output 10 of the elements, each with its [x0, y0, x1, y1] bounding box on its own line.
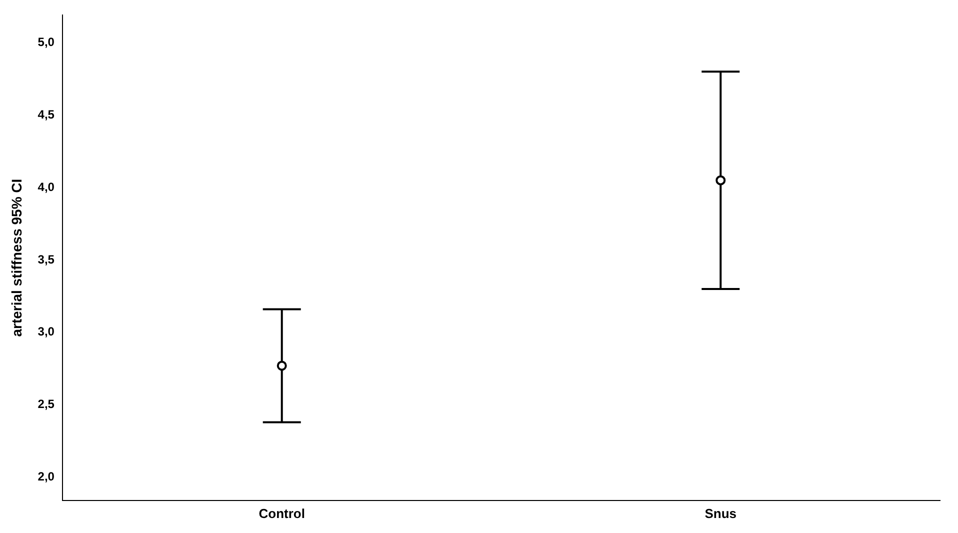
y-tick-label: 5,0: [38, 35, 55, 50]
y-axis-title: arterial stiffness 95% CI: [8, 178, 24, 337]
y-tick-label: 2,5: [38, 397, 55, 412]
y-tick-label: 4,0: [38, 180, 55, 194]
y-tick-label: 4,5: [38, 107, 55, 122]
y-tick-label: 2,0: [38, 470, 55, 484]
y-tick-label: 3,5: [38, 252, 55, 266]
x-tick-label: Control: [258, 506, 305, 521]
y-tick-label: 3,0: [38, 324, 55, 339]
x-tick-label: Snus: [704, 506, 737, 521]
